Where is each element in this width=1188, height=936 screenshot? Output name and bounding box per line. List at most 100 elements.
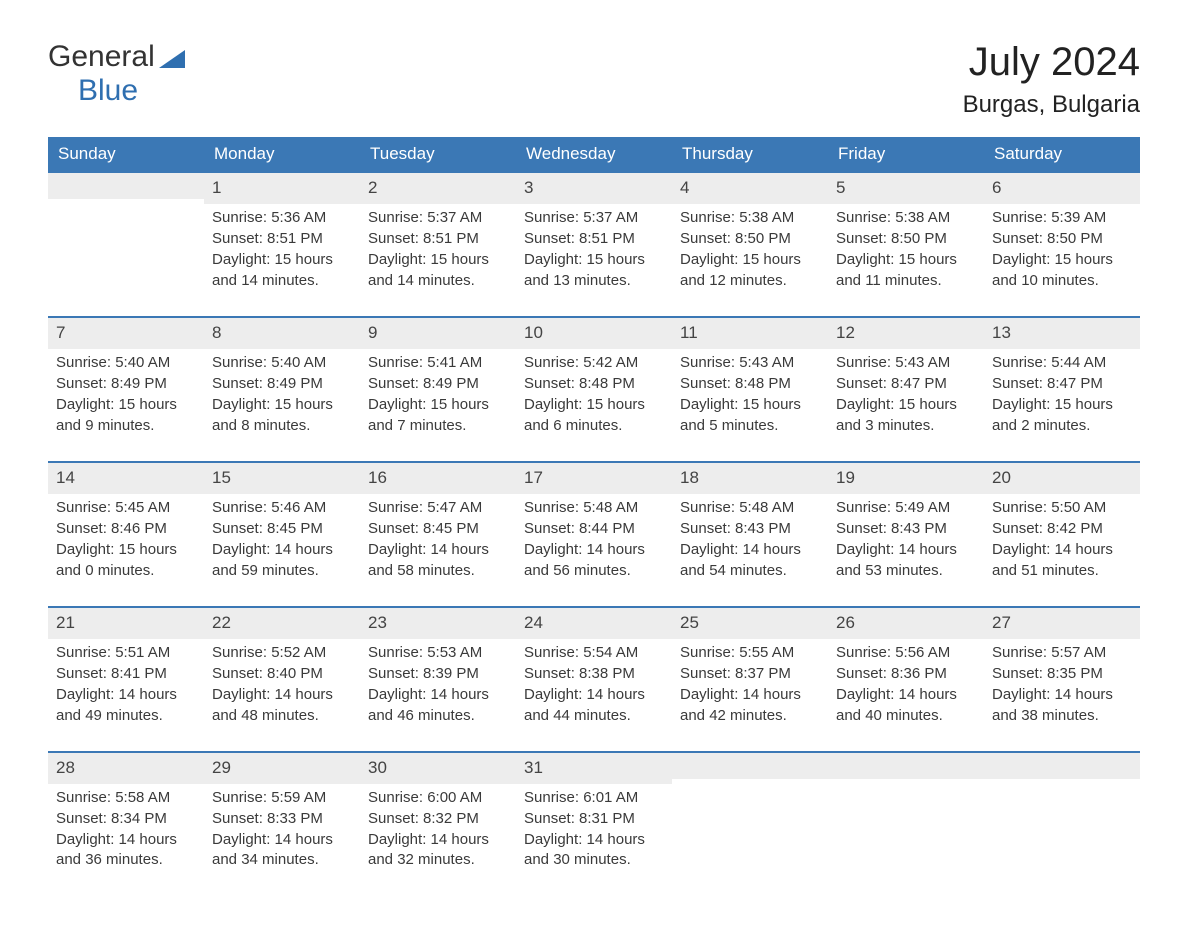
sunset-text: Sunset: 8:39 PM [368, 664, 508, 684]
day-body [828, 779, 984, 783]
day-number: 2 [360, 173, 516, 204]
day-body: Sunrise: 5:40 AMSunset: 8:49 PMDaylight:… [204, 349, 360, 436]
day-body: Sunrise: 6:01 AMSunset: 8:31 PMDaylight:… [516, 784, 672, 871]
day-cell: 9Sunrise: 5:41 AMSunset: 8:49 PMDaylight… [360, 318, 516, 461]
sunrise-text: Sunrise: 5:39 AM [992, 208, 1132, 228]
calendar-week: 28Sunrise: 5:58 AMSunset: 8:34 PMDayligh… [48, 751, 1140, 896]
day-body: Sunrise: 5:59 AMSunset: 8:33 PMDaylight:… [204, 784, 360, 871]
day-cell: 31Sunrise: 6:01 AMSunset: 8:31 PMDayligh… [516, 753, 672, 896]
sunset-text: Sunset: 8:50 PM [992, 229, 1132, 249]
day-number: 25 [672, 608, 828, 639]
sunrise-text: Sunrise: 5:38 AM [680, 208, 820, 228]
daylight-text: Daylight: 14 hours and 32 minutes. [368, 830, 508, 871]
sunset-text: Sunset: 8:42 PM [992, 519, 1132, 539]
day-body: Sunrise: 5:45 AMSunset: 8:46 PMDaylight:… [48, 494, 204, 581]
daylight-text: Daylight: 14 hours and 54 minutes. [680, 540, 820, 581]
day-body: Sunrise: 5:39 AMSunset: 8:50 PMDaylight:… [984, 204, 1140, 291]
day-cell: 15Sunrise: 5:46 AMSunset: 8:45 PMDayligh… [204, 463, 360, 606]
day-body: Sunrise: 5:48 AMSunset: 8:44 PMDaylight:… [516, 494, 672, 581]
daylight-text: Daylight: 15 hours and 2 minutes. [992, 395, 1132, 436]
sunrise-text: Sunrise: 5:44 AM [992, 353, 1132, 373]
day-cell: 29Sunrise: 5:59 AMSunset: 8:33 PMDayligh… [204, 753, 360, 896]
day-number: 29 [204, 753, 360, 784]
sunset-text: Sunset: 8:45 PM [368, 519, 508, 539]
day-number [48, 173, 204, 199]
sunset-text: Sunset: 8:50 PM [836, 229, 976, 249]
day-number: 15 [204, 463, 360, 494]
sunrise-text: Sunrise: 6:01 AM [524, 788, 664, 808]
day-cell: 25Sunrise: 5:55 AMSunset: 8:37 PMDayligh… [672, 608, 828, 751]
sunset-text: Sunset: 8:44 PM [524, 519, 664, 539]
header-row: General Blue July 2024 Burgas, Bulgaria [48, 40, 1140, 119]
calendar-week: 14Sunrise: 5:45 AMSunset: 8:46 PMDayligh… [48, 461, 1140, 606]
day-cell: 14Sunrise: 5:45 AMSunset: 8:46 PMDayligh… [48, 463, 204, 606]
day-body: Sunrise: 5:37 AMSunset: 8:51 PMDaylight:… [516, 204, 672, 291]
day-body: Sunrise: 5:51 AMSunset: 8:41 PMDaylight:… [48, 639, 204, 726]
daylight-text: Daylight: 15 hours and 6 minutes. [524, 395, 664, 436]
day-number: 24 [516, 608, 672, 639]
daylight-text: Daylight: 15 hours and 11 minutes. [836, 250, 976, 291]
daylight-text: Daylight: 15 hours and 10 minutes. [992, 250, 1132, 291]
weekday-friday: Friday [828, 137, 984, 171]
day-number: 13 [984, 318, 1140, 349]
day-cell: 23Sunrise: 5:53 AMSunset: 8:39 PMDayligh… [360, 608, 516, 751]
day-cell: 6Sunrise: 5:39 AMSunset: 8:50 PMDaylight… [984, 173, 1140, 316]
sunrise-text: Sunrise: 5:40 AM [212, 353, 352, 373]
day-body: Sunrise: 5:50 AMSunset: 8:42 PMDaylight:… [984, 494, 1140, 581]
day-number: 28 [48, 753, 204, 784]
sunset-text: Sunset: 8:48 PM [524, 374, 664, 394]
daylight-text: Daylight: 15 hours and 12 minutes. [680, 250, 820, 291]
day-body: Sunrise: 5:54 AMSunset: 8:38 PMDaylight:… [516, 639, 672, 726]
daylight-text: Daylight: 15 hours and 3 minutes. [836, 395, 976, 436]
day-cell: 30Sunrise: 6:00 AMSunset: 8:32 PMDayligh… [360, 753, 516, 896]
day-body: Sunrise: 5:47 AMSunset: 8:45 PMDaylight:… [360, 494, 516, 581]
sunset-text: Sunset: 8:48 PM [680, 374, 820, 394]
day-body [672, 779, 828, 783]
day-number: 22 [204, 608, 360, 639]
sunrise-text: Sunrise: 5:50 AM [992, 498, 1132, 518]
sunrise-text: Sunrise: 5:43 AM [836, 353, 976, 373]
day-body [48, 199, 204, 203]
calendar: Sunday Monday Tuesday Wednesday Thursday… [48, 137, 1140, 896]
day-body [984, 779, 1140, 783]
day-body: Sunrise: 5:43 AMSunset: 8:47 PMDaylight:… [828, 349, 984, 436]
day-cell [828, 753, 984, 896]
logo-triangle-icon [159, 50, 185, 68]
sunrise-text: Sunrise: 5:42 AM [524, 353, 664, 373]
daylight-text: Daylight: 14 hours and 44 minutes. [524, 685, 664, 726]
weekday-saturday: Saturday [984, 137, 1140, 171]
daylight-text: Daylight: 14 hours and 40 minutes. [836, 685, 976, 726]
day-cell: 8Sunrise: 5:40 AMSunset: 8:49 PMDaylight… [204, 318, 360, 461]
day-body: Sunrise: 5:55 AMSunset: 8:37 PMDaylight:… [672, 639, 828, 726]
day-number: 26 [828, 608, 984, 639]
sunset-text: Sunset: 8:33 PM [212, 809, 352, 829]
sunrise-text: Sunrise: 5:37 AM [524, 208, 664, 228]
daylight-text: Daylight: 14 hours and 59 minutes. [212, 540, 352, 581]
day-number: 1 [204, 173, 360, 204]
day-cell: 7Sunrise: 5:40 AMSunset: 8:49 PMDaylight… [48, 318, 204, 461]
sunset-text: Sunset: 8:32 PM [368, 809, 508, 829]
day-number: 17 [516, 463, 672, 494]
title-block: July 2024 Burgas, Bulgaria [963, 40, 1140, 119]
day-body: Sunrise: 5:42 AMSunset: 8:48 PMDaylight:… [516, 349, 672, 436]
day-body: Sunrise: 5:52 AMSunset: 8:40 PMDaylight:… [204, 639, 360, 726]
day-number: 19 [828, 463, 984, 494]
sunrise-text: Sunrise: 5:48 AM [524, 498, 664, 518]
day-cell: 18Sunrise: 5:48 AMSunset: 8:43 PMDayligh… [672, 463, 828, 606]
sunset-text: Sunset: 8:38 PM [524, 664, 664, 684]
logo-word2: Blue [78, 74, 187, 108]
day-body: Sunrise: 5:37 AMSunset: 8:51 PMDaylight:… [360, 204, 516, 291]
weekday-header: Sunday Monday Tuesday Wednesday Thursday… [48, 137, 1140, 171]
weekday-monday: Monday [204, 137, 360, 171]
sunset-text: Sunset: 8:41 PM [56, 664, 196, 684]
day-number: 14 [48, 463, 204, 494]
daylight-text: Daylight: 15 hours and 14 minutes. [368, 250, 508, 291]
daylight-text: Daylight: 14 hours and 38 minutes. [992, 685, 1132, 726]
day-body: Sunrise: 5:49 AMSunset: 8:43 PMDaylight:… [828, 494, 984, 581]
day-number: 23 [360, 608, 516, 639]
day-cell: 21Sunrise: 5:51 AMSunset: 8:41 PMDayligh… [48, 608, 204, 751]
sunrise-text: Sunrise: 6:00 AM [368, 788, 508, 808]
day-body: Sunrise: 5:38 AMSunset: 8:50 PMDaylight:… [672, 204, 828, 291]
day-cell: 5Sunrise: 5:38 AMSunset: 8:50 PMDaylight… [828, 173, 984, 316]
day-body: Sunrise: 5:41 AMSunset: 8:49 PMDaylight:… [360, 349, 516, 436]
